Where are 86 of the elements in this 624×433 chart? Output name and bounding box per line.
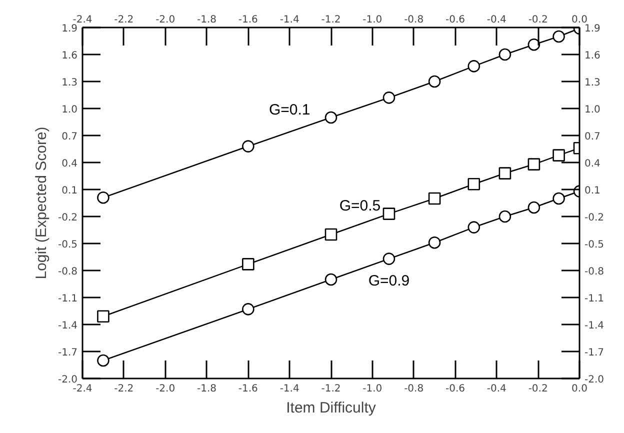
point [528,158,540,170]
point [528,201,540,214]
x2-tick-label: -1.8 [196,384,217,394]
x-tick-label: -1.8 [196,14,217,26]
x-tick-label: -1.6 [238,14,258,26]
x-axis-title: Item Difficulty [286,400,376,416]
point [468,178,480,190]
point [498,210,512,223]
point [97,191,110,204]
point [324,111,338,124]
series-label: G=0.1 [268,101,310,118]
series-label: G=0.9 [368,272,410,290]
y-axis-title: Logit (Expected Score) [32,126,50,280]
y2-tick-label: -2.0 [584,374,604,386]
point [382,92,396,104]
y-tick-label: -0.5 [58,240,78,250]
y2-tick-label: -1.4 [584,320,604,332]
point [242,258,254,270]
point [382,252,396,265]
x-tick-label: -1.2 [321,14,341,26]
x-tick-label: -0.2 [528,14,548,26]
x2-tick-label: -0.4 [486,384,506,394]
y2-tick-label: 1.9 [584,24,600,34]
x-tick-label: -0.6 [445,14,466,26]
point [528,38,540,51]
x-tick-label: 0.0 [572,14,588,26]
point [382,208,396,220]
y-tick-label: -1.1 [58,294,78,304]
point [97,354,110,367]
y2-tick-label: 1.6 [584,50,600,62]
point [324,228,338,241]
y2-tick-label: -1.7 [584,348,604,358]
point [428,236,441,249]
x2-tick-label: -1.2 [321,384,341,394]
x2-tick-label: -2.2 [114,384,134,394]
x-tick-label: -2.2 [114,14,134,26]
y-tick-label: 1.9 [62,24,78,34]
x2-tick-label: -0.6 [445,384,466,394]
y-tick-label: 1.3 [62,78,78,88]
point [552,149,565,162]
y-tick-label: -0.2 [58,212,78,224]
point [242,140,254,152]
x2-tick-label: -1.4 [280,384,300,394]
series-label: G=0.5 [339,198,381,215]
x2-tick-label: 0.0 [572,384,588,394]
y-tick-label: 1.6 [62,50,78,62]
y2-tick-label: 0.1 [584,186,600,196]
x-tick-label: -1.4 [280,14,300,26]
x2-tick-label: -2.0 [156,384,176,394]
y-tick-label: 1.0 [62,104,78,116]
y-tick-label: -2.0 [58,374,78,386]
y2-tick-label: -0.5 [584,240,604,250]
y2-tick-label: 0.4 [584,158,600,170]
x2-tick-label: -0.8 [404,384,424,394]
x2-tick-label: -1.6 [238,384,258,394]
y-tick-label: 0.4 [62,158,78,170]
y-tick-label: -1.4 [58,320,78,332]
y-tick-label: -0.8 [58,266,78,278]
y2-tick-label: -0.2 [584,212,604,224]
y-tick-label: 0.7 [62,132,78,142]
x2-tick-label: -1.0 [362,384,382,394]
y2-tick-label: 1.3 [584,78,600,88]
point [242,303,254,316]
point [428,75,441,88]
y2-tick-label: 0.7 [584,132,600,142]
point [428,192,441,205]
x-tick-label: -1.0 [362,14,382,26]
point [552,192,565,205]
y-tick-label: -1.7 [58,348,78,358]
x-tick-label: -0.8 [404,14,424,26]
y2-tick-label: 1.0 [584,104,600,116]
point [97,310,110,323]
point [468,221,480,234]
x-tick-label: -0.4 [486,14,506,26]
y2-tick-label: -0.8 [584,266,604,278]
point [498,167,512,180]
x-tick-label: -2.4 [72,14,92,26]
y-tick-label: 0.1 [62,186,78,196]
x-tick-label: -2.0 [156,14,176,26]
x2-tick-label: -0.2 [528,384,548,394]
point [552,30,565,43]
x2-tick-label: -2.4 [72,384,92,394]
point [468,60,480,72]
y2-tick-label: -1.1 [584,294,604,304]
point [498,48,512,61]
point [324,273,338,286]
